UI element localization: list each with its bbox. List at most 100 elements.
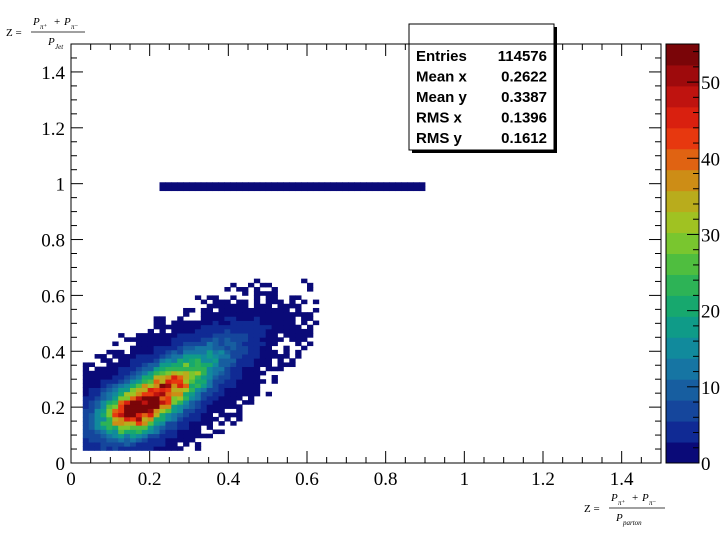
heatmap-cell bbox=[301, 182, 308, 187]
heatmap-cell bbox=[135, 425, 143, 430]
palette-tick-label: 30 bbox=[701, 225, 720, 246]
heatmap-cell bbox=[177, 366, 184, 372]
heatmap-cell bbox=[224, 341, 231, 347]
heatmap-cell bbox=[94, 391, 101, 397]
heatmap-cell bbox=[124, 375, 131, 380]
heatmap-cell bbox=[82, 370, 90, 376]
heatmap-cell bbox=[118, 404, 125, 409]
heatmap-cell bbox=[82, 387, 90, 393]
heatmap-cell bbox=[224, 354, 231, 359]
heatmap-cell bbox=[159, 328, 166, 334]
heatmap-cell bbox=[206, 324, 213, 330]
heatmap-cell bbox=[283, 349, 290, 355]
heatmap-cell bbox=[295, 186, 302, 192]
heatmap-cell bbox=[189, 408, 196, 414]
heatmap-cell bbox=[183, 312, 190, 317]
heatmap-cell bbox=[265, 337, 272, 342]
heatmap-cell bbox=[212, 182, 219, 187]
heatmap-cell bbox=[194, 446, 202, 451]
heatmap-cell bbox=[206, 362, 213, 368]
stats-value: 0.2622 bbox=[501, 69, 547, 86]
heatmap-cell bbox=[177, 333, 184, 338]
heatmap-cell bbox=[242, 182, 249, 187]
heatmap-cell bbox=[242, 366, 249, 372]
heatmap-cell bbox=[171, 320, 178, 326]
heatmap-cell bbox=[118, 433, 125, 439]
heatmap-cell bbox=[82, 437, 90, 443]
heatmap-cell bbox=[147, 349, 154, 355]
heatmap-cell bbox=[147, 429, 154, 435]
heatmap-cell bbox=[100, 366, 107, 372]
heatmap-cell bbox=[165, 358, 172, 363]
heatmap-cell bbox=[82, 404, 90, 409]
heatmap-cell bbox=[177, 391, 184, 397]
heatmap-cell bbox=[200, 383, 208, 388]
heatmap-cell bbox=[242, 303, 249, 309]
heatmap-cell bbox=[236, 337, 243, 342]
heatmap-cell bbox=[194, 383, 202, 388]
heatmap-cell bbox=[371, 182, 379, 187]
heatmap-cell bbox=[206, 307, 213, 313]
heatmap-cell bbox=[265, 366, 272, 372]
heatmap-cell bbox=[171, 379, 178, 384]
heatmap-cell bbox=[253, 312, 261, 317]
heatmap-cell bbox=[301, 312, 308, 317]
heatmap-cell bbox=[100, 375, 107, 380]
heatmap-cell bbox=[171, 328, 178, 334]
heatmap-cell bbox=[141, 333, 149, 338]
heatmap-cell bbox=[100, 442, 107, 447]
heatmap-cell bbox=[88, 412, 95, 418]
heatmap-cell bbox=[171, 433, 178, 439]
heatmap-cell bbox=[283, 324, 290, 330]
x-axis-label: Z = P π⁺ + P π⁻ P parton bbox=[584, 492, 665, 527]
heatmap-cell bbox=[194, 320, 202, 326]
heatmap-cell bbox=[242, 391, 249, 397]
palette-tick-label: 20 bbox=[701, 302, 720, 323]
heatmap-cell bbox=[277, 307, 284, 313]
heatmap-cell bbox=[253, 341, 261, 347]
heatmap-cell bbox=[189, 337, 196, 342]
heatmap-cell bbox=[295, 337, 302, 342]
heatmap-cell bbox=[100, 354, 107, 359]
heatmap-cell bbox=[230, 387, 237, 393]
heatmap-cell bbox=[230, 324, 237, 330]
heatmap-cell bbox=[100, 391, 107, 397]
y-axis-label: Z = P π⁺ + P π⁻ P Jet bbox=[6, 16, 85, 51]
heatmap-cell bbox=[135, 400, 143, 405]
heatmap-cell bbox=[153, 362, 160, 368]
heatmap-cell bbox=[153, 404, 160, 409]
heatmap-cell bbox=[230, 312, 237, 317]
y-tick-label: 0.4 bbox=[41, 342, 65, 363]
heatmap-cell bbox=[271, 291, 278, 296]
heatmap-cell bbox=[82, 366, 90, 372]
heatmap-cell bbox=[177, 182, 184, 187]
heatmap-cell bbox=[88, 395, 95, 401]
heatmap-cell bbox=[183, 391, 190, 397]
heatmap-cell bbox=[171, 442, 178, 447]
heatmap-cell bbox=[189, 345, 196, 351]
heatmap-cell bbox=[230, 391, 237, 397]
heatmap-cell bbox=[88, 442, 95, 447]
heatmap-cell bbox=[177, 429, 184, 435]
heatmap-cell bbox=[112, 387, 119, 393]
heatmap-cell bbox=[283, 316, 290, 321]
heatmap-cell bbox=[200, 379, 208, 384]
heatmap-cell bbox=[159, 379, 166, 384]
heatmap-cell bbox=[130, 421, 137, 426]
heatmap-cell bbox=[248, 337, 255, 342]
heatmap-cell bbox=[242, 333, 249, 338]
heatmap-cell bbox=[94, 395, 101, 401]
heatmap-cell bbox=[283, 312, 290, 317]
heatmap-cell bbox=[130, 375, 137, 380]
heatmap-cell bbox=[112, 391, 119, 397]
heatmap-cell bbox=[189, 349, 196, 355]
heatmap-cell bbox=[277, 299, 284, 305]
heatmap-cell bbox=[183, 362, 190, 368]
heatmap-cell bbox=[130, 446, 137, 451]
heatmap-cell bbox=[88, 387, 95, 393]
heatmap-cell bbox=[224, 387, 231, 393]
heatmap-cell bbox=[289, 320, 296, 326]
heatmap-cell bbox=[165, 362, 172, 368]
heatmap-cell bbox=[330, 182, 337, 187]
heatmap-cell bbox=[153, 383, 160, 388]
